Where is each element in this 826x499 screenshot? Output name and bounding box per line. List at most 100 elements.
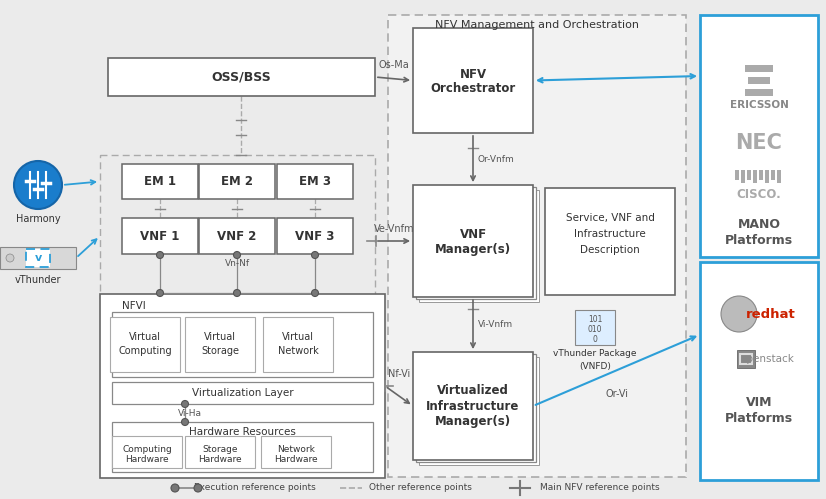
FancyBboxPatch shape <box>745 65 773 72</box>
Text: VNF: VNF <box>459 229 487 242</box>
FancyBboxPatch shape <box>413 28 533 133</box>
Text: vThunder: vThunder <box>15 275 61 285</box>
Text: NFV: NFV <box>459 68 487 81</box>
Text: Virtualized: Virtualized <box>437 385 509 398</box>
FancyBboxPatch shape <box>416 354 536 462</box>
Text: VNF 3: VNF 3 <box>296 230 335 243</box>
FancyBboxPatch shape <box>748 77 770 84</box>
Text: NEC: NEC <box>736 133 782 153</box>
Circle shape <box>234 289 240 296</box>
FancyBboxPatch shape <box>112 382 373 404</box>
Text: Network: Network <box>277 445 315 454</box>
Text: Platforms: Platforms <box>725 412 793 425</box>
FancyBboxPatch shape <box>112 422 373 472</box>
Text: Infrastructure: Infrastructure <box>574 229 646 239</box>
FancyBboxPatch shape <box>745 89 773 96</box>
Circle shape <box>721 296 757 332</box>
FancyBboxPatch shape <box>26 249 50 267</box>
Text: Manager(s): Manager(s) <box>435 243 511 255</box>
Circle shape <box>182 401 188 408</box>
FancyBboxPatch shape <box>185 317 255 372</box>
Text: Ve-Vnfm: Ve-Vnfm <box>373 224 415 234</box>
Text: Os-Ma: Os-Ma <box>378 60 410 70</box>
FancyBboxPatch shape <box>199 218 275 254</box>
Text: Storage: Storage <box>201 346 239 356</box>
Text: Platforms: Platforms <box>725 234 793 247</box>
FancyBboxPatch shape <box>199 164 275 199</box>
Circle shape <box>234 251 240 258</box>
Circle shape <box>311 289 319 296</box>
Text: Harmony: Harmony <box>16 214 60 224</box>
Text: 0: 0 <box>592 335 597 344</box>
FancyBboxPatch shape <box>765 170 769 183</box>
Circle shape <box>14 161 62 209</box>
Text: Hardware: Hardware <box>198 456 242 465</box>
Text: OSS/BSS: OSS/BSS <box>211 70 272 83</box>
Text: ERICSSON: ERICSSON <box>729 100 789 110</box>
FancyBboxPatch shape <box>416 187 536 299</box>
Text: Virtual: Virtual <box>129 332 161 342</box>
FancyBboxPatch shape <box>277 164 353 199</box>
FancyBboxPatch shape <box>777 170 781 183</box>
Text: Virtual: Virtual <box>282 332 314 342</box>
FancyBboxPatch shape <box>0 247 76 269</box>
FancyBboxPatch shape <box>771 170 775 180</box>
Text: Service, VNF and: Service, VNF and <box>566 213 654 223</box>
FancyBboxPatch shape <box>413 185 533 297</box>
Text: Or-Vi: Or-Vi <box>605 389 628 399</box>
Text: openstack: openstack <box>740 354 794 364</box>
Text: Vi-Vnfm: Vi-Vnfm <box>478 320 513 329</box>
Text: Computing: Computing <box>122 445 172 454</box>
FancyBboxPatch shape <box>185 436 255 468</box>
Text: vThunder Package: vThunder Package <box>553 349 637 358</box>
FancyBboxPatch shape <box>575 310 615 345</box>
FancyBboxPatch shape <box>122 164 198 199</box>
Text: Manager(s): Manager(s) <box>435 415 511 428</box>
FancyBboxPatch shape <box>737 350 755 368</box>
Text: Other reference points: Other reference points <box>368 484 472 493</box>
FancyBboxPatch shape <box>741 170 745 183</box>
FancyBboxPatch shape <box>753 170 757 183</box>
Text: Vi-Ha: Vi-Ha <box>178 410 202 419</box>
FancyBboxPatch shape <box>261 436 331 468</box>
FancyBboxPatch shape <box>700 15 818 257</box>
Text: Virtual: Virtual <box>204 332 236 342</box>
Text: Virtualization Layer: Virtualization Layer <box>192 388 293 398</box>
FancyBboxPatch shape <box>700 262 818 480</box>
Circle shape <box>182 419 188 426</box>
Text: NFV Management and Orchestration: NFV Management and Orchestration <box>435 20 639 30</box>
Circle shape <box>194 484 202 492</box>
Text: Vn-Nf: Vn-Nf <box>225 259 249 268</box>
FancyBboxPatch shape <box>108 58 375 96</box>
Text: Network: Network <box>278 346 318 356</box>
Text: Storage: Storage <box>202 445 238 454</box>
Text: (VNFD): (VNFD) <box>579 361 611 370</box>
Text: Orchestrator: Orchestrator <box>430 82 515 95</box>
FancyBboxPatch shape <box>413 352 533 460</box>
Text: redhat: redhat <box>746 307 796 320</box>
Text: MANO: MANO <box>738 219 781 232</box>
Text: VNF 2: VNF 2 <box>217 230 257 243</box>
Text: CISCO.: CISCO. <box>737 189 781 202</box>
Text: Execution reference points: Execution reference points <box>194 484 316 493</box>
Text: Nf-Vi: Nf-Vi <box>388 369 411 379</box>
Text: Or-Vnfm: Or-Vnfm <box>478 155 515 164</box>
FancyBboxPatch shape <box>122 218 198 254</box>
FancyBboxPatch shape <box>100 294 385 478</box>
Circle shape <box>156 289 164 296</box>
Circle shape <box>156 251 164 258</box>
FancyBboxPatch shape <box>419 357 539 465</box>
Text: Infrastructure: Infrastructure <box>426 400 520 413</box>
Circle shape <box>311 251 319 258</box>
Text: Description: Description <box>580 245 640 255</box>
Text: 010: 010 <box>588 325 602 334</box>
FancyBboxPatch shape <box>112 436 182 468</box>
Text: 101: 101 <box>588 315 602 324</box>
FancyBboxPatch shape <box>545 188 675 295</box>
FancyBboxPatch shape <box>263 317 333 372</box>
Text: EM 1: EM 1 <box>144 175 176 188</box>
FancyBboxPatch shape <box>419 190 539 302</box>
Text: NFVI: NFVI <box>122 301 145 311</box>
Circle shape <box>171 484 179 492</box>
Text: Computing: Computing <box>118 346 172 356</box>
